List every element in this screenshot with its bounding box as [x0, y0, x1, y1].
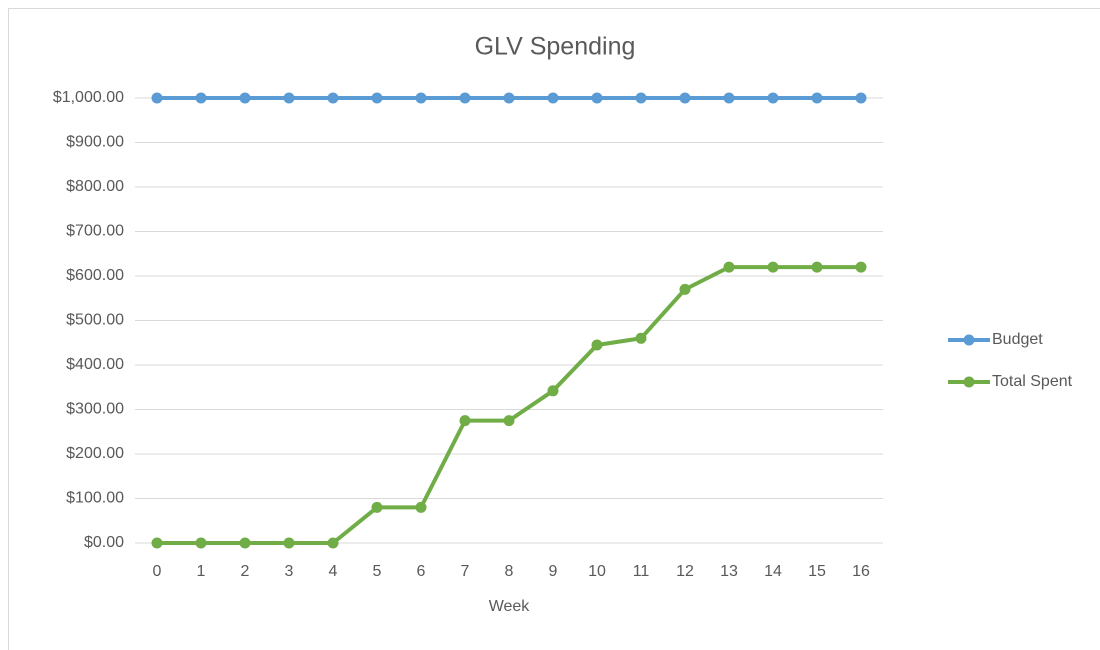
- data-point: [855, 261, 867, 273]
- y-tick-label: $900.00: [66, 134, 124, 151]
- data-point: [591, 339, 603, 351]
- y-tick-label: $600.00: [66, 267, 124, 284]
- x-tick-label: 16: [852, 563, 870, 580]
- data-point: [767, 92, 779, 104]
- x-tick-label: 12: [676, 563, 694, 580]
- y-tick-label: $400.00: [66, 356, 124, 373]
- data-point: [239, 92, 251, 104]
- chart-border: [8, 8, 1100, 650]
- chart-title: GLV Spending: [475, 33, 636, 61]
- x-tick-label: 3: [285, 563, 294, 580]
- data-point: [151, 537, 163, 549]
- data-point: [855, 92, 867, 104]
- x-tick-label: 7: [461, 563, 470, 580]
- data-point: [239, 537, 251, 549]
- data-point: [327, 92, 339, 104]
- data-point: [459, 415, 471, 427]
- x-tick-label: 9: [549, 563, 558, 580]
- x-tick-label: 2: [241, 563, 250, 580]
- y-tick-label: $200.00: [66, 445, 124, 462]
- x-axis-label: Week: [489, 598, 531, 615]
- data-point: [415, 501, 427, 513]
- x-tick-label: 14: [764, 563, 782, 580]
- data-point: [591, 92, 603, 104]
- legend-label: Total Spent: [992, 373, 1073, 390]
- y-tick-label: $500.00: [66, 312, 124, 329]
- x-tick-label: 8: [505, 563, 514, 580]
- data-point: [459, 92, 471, 104]
- data-point: [767, 261, 779, 273]
- legend-marker: [963, 334, 975, 346]
- data-point: [679, 283, 691, 295]
- data-point: [811, 92, 823, 104]
- data-point: [679, 92, 691, 104]
- data-point: [283, 92, 295, 104]
- data-point: [635, 332, 647, 344]
- x-tick-label: 4: [329, 563, 338, 580]
- x-tick-label: 10: [588, 563, 606, 580]
- data-point: [547, 385, 559, 397]
- data-point: [283, 537, 295, 549]
- y-tick-label: $100.00: [66, 490, 124, 507]
- legend-marker: [963, 376, 975, 388]
- y-tick-label: $300.00: [66, 401, 124, 418]
- x-tick-label: 0: [153, 563, 162, 580]
- y-tick-label: $800.00: [66, 178, 124, 195]
- data-point: [195, 537, 207, 549]
- data-point: [371, 92, 383, 104]
- x-tick-label: 1: [197, 563, 206, 580]
- x-tick-label: 15: [808, 563, 826, 580]
- x-tick-label: 6: [417, 563, 426, 580]
- data-point: [635, 92, 647, 104]
- data-point: [723, 261, 735, 273]
- legend-label: Budget: [992, 331, 1043, 348]
- x-tick-label: 5: [373, 563, 382, 580]
- data-point: [503, 415, 515, 427]
- data-point: [195, 92, 207, 104]
- y-tick-label: $0.00: [84, 534, 124, 551]
- y-tick-label: $700.00: [66, 223, 124, 240]
- data-point: [327, 537, 339, 549]
- data-point: [723, 92, 735, 104]
- data-point: [503, 92, 515, 104]
- x-tick-label: 11: [633, 563, 650, 580]
- data-point: [151, 92, 163, 104]
- data-point: [547, 92, 559, 104]
- x-tick-label: 13: [720, 563, 738, 580]
- data-point: [811, 261, 823, 273]
- data-point: [415, 92, 427, 104]
- data-point: [371, 501, 383, 513]
- y-tick-label: $1,000.00: [53, 89, 124, 106]
